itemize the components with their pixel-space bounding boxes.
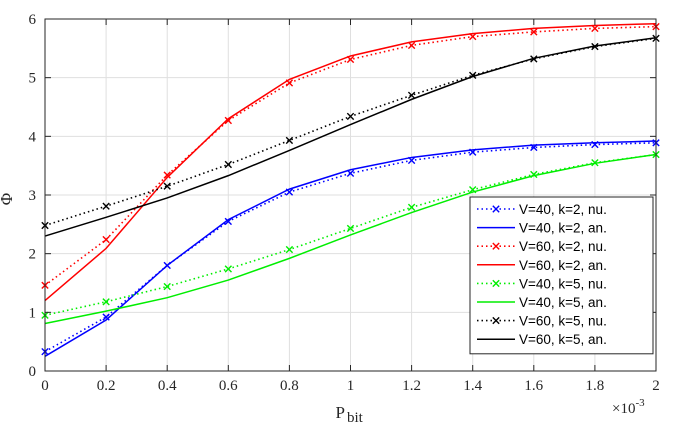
series-5-point bbox=[163, 282, 171, 291]
series-7-point bbox=[224, 160, 232, 169]
series-line-2 bbox=[44, 140, 657, 357]
series-7-point-stroke-b bbox=[346, 112, 355, 121]
series-5-point bbox=[346, 224, 355, 233]
legend-marker-5 bbox=[492, 279, 500, 288]
series-line-3 bbox=[44, 25, 657, 286]
x-tick-label: 2 bbox=[652, 378, 660, 394]
series-1-point bbox=[102, 313, 110, 321]
series-7-point bbox=[407, 91, 416, 99]
legend-label-1: V=40, k=2, nu. bbox=[519, 202, 607, 217]
series-3-point-stroke-b bbox=[469, 32, 477, 41]
series-3-point bbox=[163, 171, 171, 179]
series-3-point-stroke-b bbox=[224, 116, 232, 125]
series-3-point-stroke-b bbox=[285, 79, 294, 87]
series-5-point bbox=[224, 265, 232, 273]
series-7-point bbox=[102, 202, 110, 210]
series-5-point-stroke-b bbox=[102, 298, 110, 306]
y-tick-label: 1 bbox=[29, 305, 37, 321]
x-tick-label: 0 bbox=[41, 378, 49, 394]
series-3-point bbox=[224, 116, 232, 125]
series-1-point-stroke-b bbox=[285, 188, 294, 196]
legend-marker-3 bbox=[492, 242, 500, 250]
x-axis-exponent-base: ×10 bbox=[612, 401, 635, 417]
y-tick-label: 0 bbox=[29, 364, 37, 380]
series-5-point-stroke-b bbox=[224, 265, 232, 273]
legend: V=40, k=2, nu. V=40, k=2, an. V=60, k=2, n… bbox=[469, 196, 654, 355]
legend-label-5: V=40, k=5, nu. bbox=[519, 276, 607, 291]
y-tick-label: 4 bbox=[29, 129, 37, 145]
x-axis-label-main: P bbox=[336, 403, 345, 422]
series-7-point bbox=[163, 182, 171, 190]
series-3-point bbox=[530, 28, 538, 36]
x-axis-label: P bbox=[336, 403, 345, 422]
series-line-6 bbox=[44, 153, 657, 325]
series-3-point bbox=[102, 235, 110, 244]
legend-marker-1 bbox=[492, 205, 500, 213]
y-tick-label: 2 bbox=[29, 247, 37, 263]
series-7-point bbox=[285, 136, 294, 145]
legend-marker-7 bbox=[492, 316, 500, 325]
x-tick-label: 1.6 bbox=[524, 378, 543, 394]
series-5-point-stroke-b bbox=[407, 203, 416, 212]
series-5-point bbox=[407, 203, 416, 212]
x-tick-label: 0.2 bbox=[97, 378, 116, 394]
series-line-8 bbox=[44, 37, 657, 237]
series-line-5 bbox=[44, 153, 657, 317]
series-line-1 bbox=[44, 141, 657, 353]
series-5-point bbox=[102, 298, 110, 306]
series-7-point-stroke-b bbox=[163, 182, 171, 190]
series-7-point-stroke-b bbox=[407, 91, 416, 99]
series-1-point-stroke-b bbox=[346, 169, 355, 177]
series-5-point-stroke-b bbox=[346, 224, 355, 233]
y-tick-label: 3 bbox=[29, 188, 37, 204]
series-5-point-stroke-b bbox=[285, 245, 294, 254]
x-axis-exponent: ×10-3 bbox=[612, 397, 645, 417]
x-tick-label: 1.8 bbox=[586, 378, 605, 394]
series-3-point-stroke-b bbox=[591, 24, 599, 33]
legend-marker-1-stroke-b bbox=[492, 205, 500, 213]
x-tick-label: 1 bbox=[347, 378, 355, 394]
series-5-point-stroke-b bbox=[469, 186, 477, 194]
series-3-point-stroke-b bbox=[407, 41, 416, 50]
legend-label-6: V=40, k=5, an. bbox=[519, 295, 607, 310]
legend-label-8: V=60, k=5, an. bbox=[519, 332, 607, 347]
x-tick-label: 0.6 bbox=[219, 378, 238, 394]
x-tick-label: 0.4 bbox=[158, 378, 177, 394]
series-5-point bbox=[285, 245, 294, 254]
series-3-point-stroke-b bbox=[102, 235, 110, 244]
legend-label-2: V=40, k=2, an. bbox=[519, 221, 607, 236]
x-axis-exponent-power: -3 bbox=[635, 397, 645, 409]
y-axis-label: Φ bbox=[0, 193, 16, 205]
x-tick-label: 1.4 bbox=[463, 378, 482, 394]
legend-marker-3-stroke-b bbox=[492, 242, 500, 250]
legend-label-4: V=60, k=2, an. bbox=[519, 258, 607, 273]
series-3-point-stroke-b bbox=[163, 171, 171, 179]
tick-labels: 0 0.2 0.4 0.6 0.8 1 1.2 1.4 1.6 1.8 2 0 1 2 3 4 5 6 bbox=[29, 12, 660, 394]
series-1-point-stroke-b bbox=[102, 313, 110, 321]
series-3-point-stroke-b bbox=[530, 28, 538, 36]
legend-box bbox=[469, 196, 654, 355]
series-7-point-stroke-b bbox=[285, 136, 294, 145]
y-tick-label: 5 bbox=[29, 71, 37, 87]
x-axis-label-subscript: bit bbox=[347, 410, 364, 424]
legend-marker-5-stroke-b bbox=[492, 279, 500, 288]
y-tick-label: 6 bbox=[29, 12, 37, 28]
series-3-point-stroke-b bbox=[346, 55, 355, 64]
series-7-point-stroke-b bbox=[224, 160, 232, 169]
legend-label-3: V=60, k=2, nu. bbox=[519, 239, 607, 254]
x-tick-label: 0.8 bbox=[280, 378, 299, 394]
series-7-point bbox=[346, 112, 355, 121]
series-5-point-stroke-b bbox=[163, 282, 171, 291]
series-line-4 bbox=[44, 22, 657, 302]
legend-marker-7-stroke-b bbox=[492, 316, 500, 325]
legend-label-7: V=60, k=5, nu. bbox=[519, 314, 607, 329]
x-tick-label: 1.2 bbox=[402, 378, 421, 394]
series-3-point bbox=[407, 41, 416, 50]
series-7-point-stroke-b bbox=[102, 202, 110, 210]
series-1-point-stroke-b bbox=[407, 156, 416, 165]
